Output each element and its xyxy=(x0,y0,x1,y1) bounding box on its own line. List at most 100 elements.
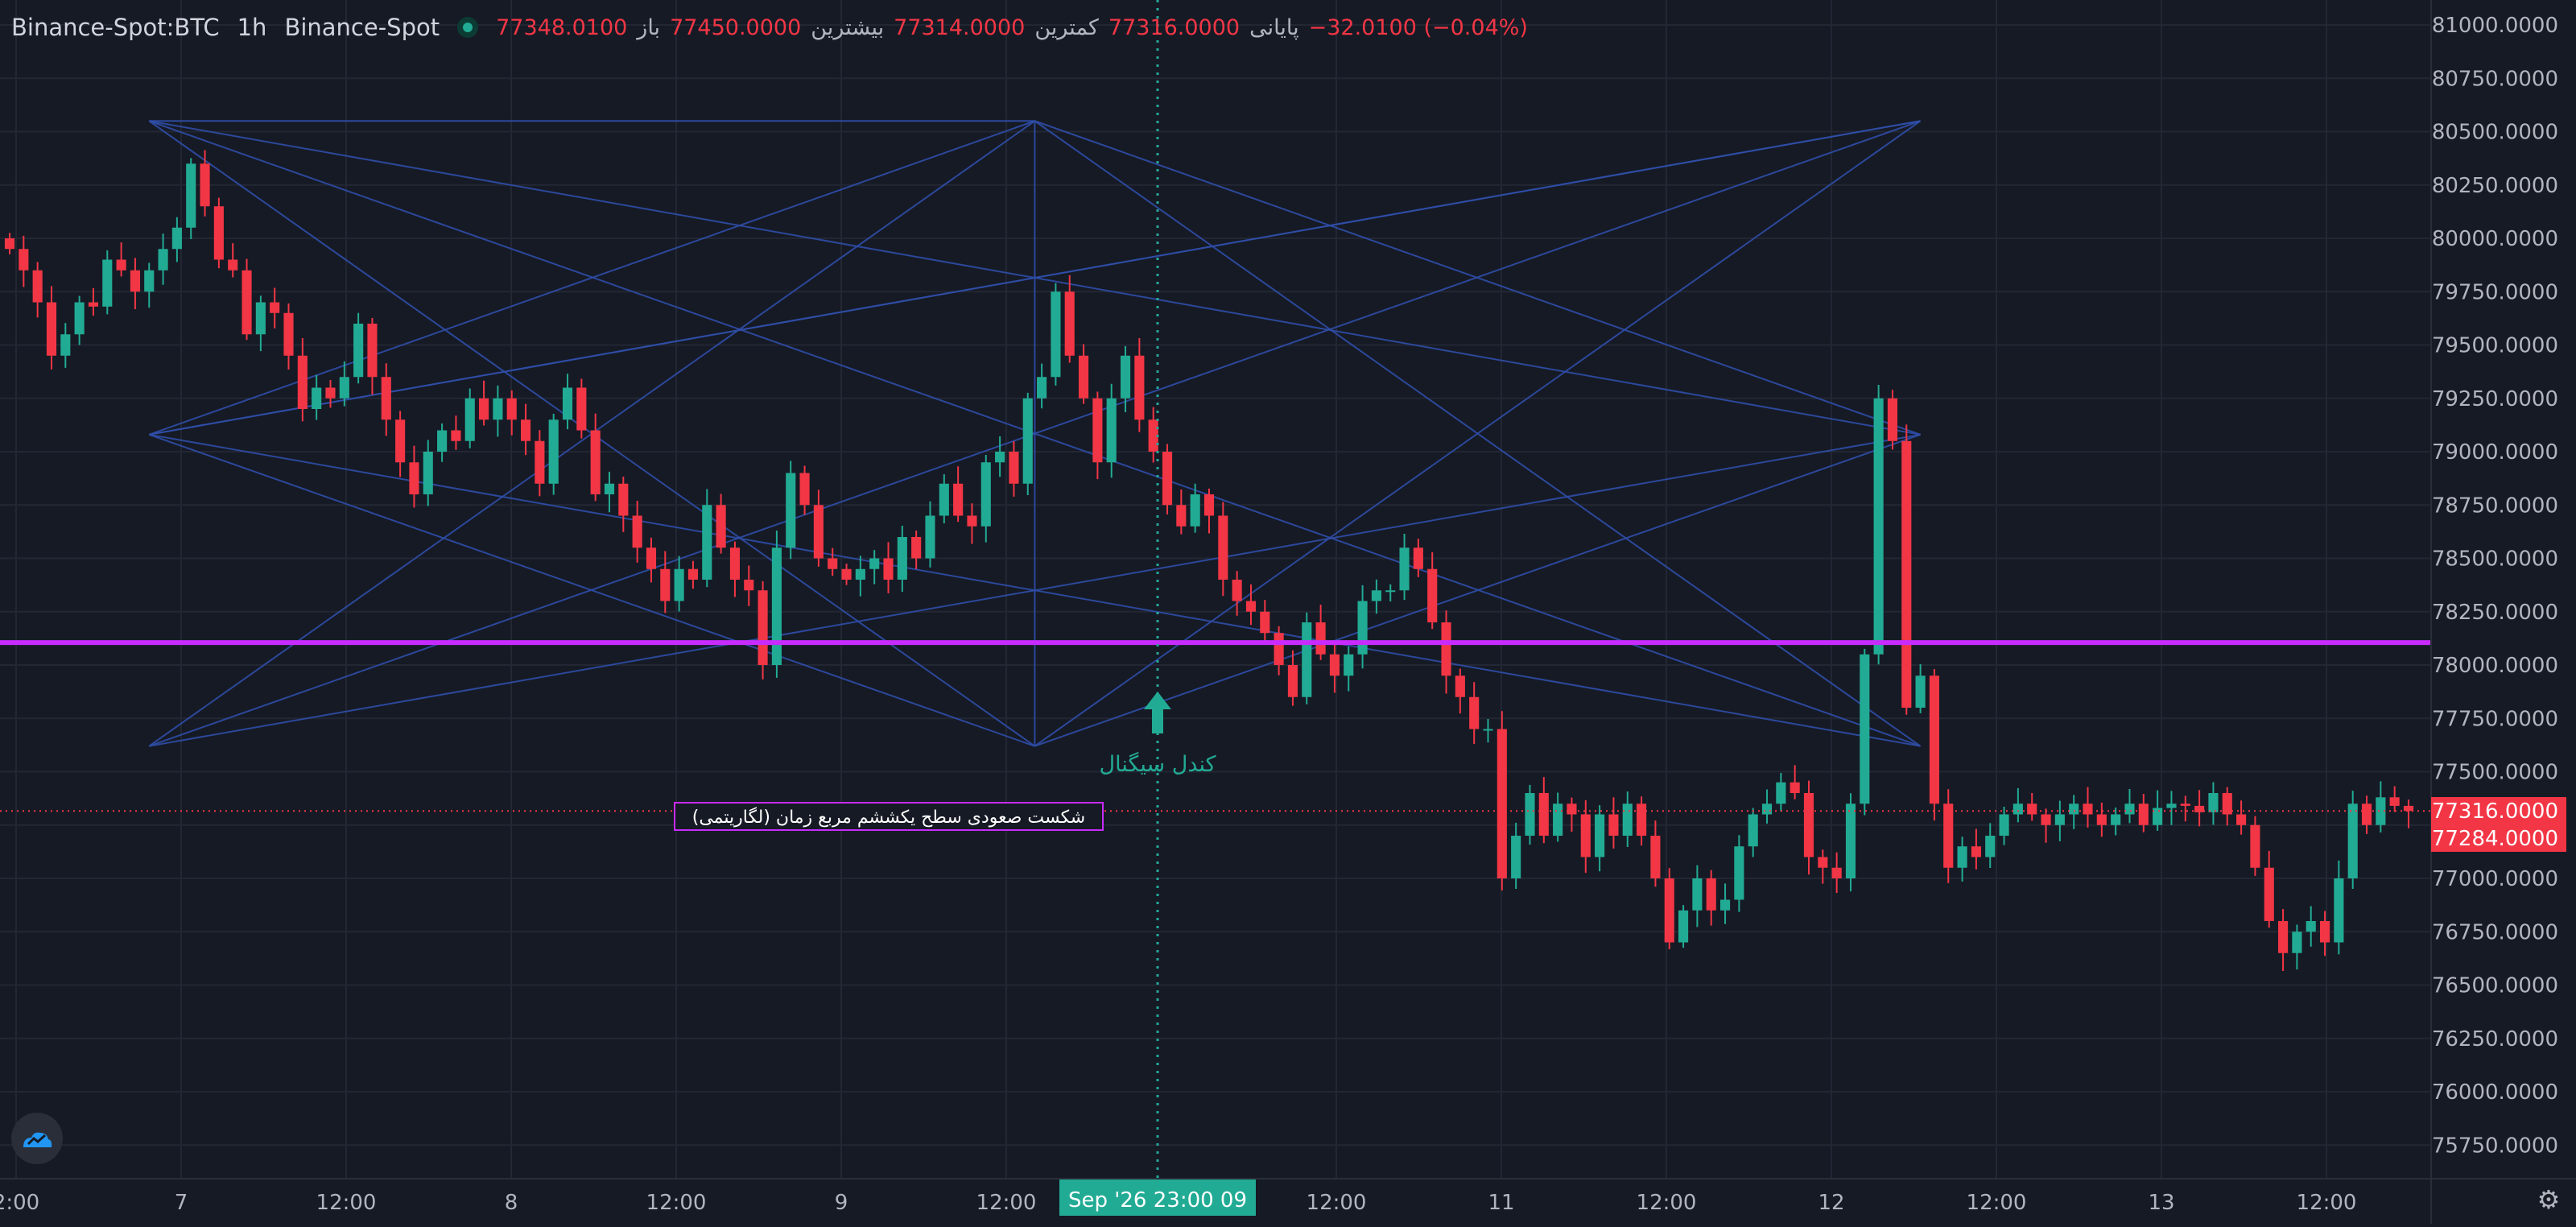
candle-body xyxy=(1860,654,1870,804)
candle-body xyxy=(576,387,587,431)
candle xyxy=(493,385,503,437)
candle xyxy=(2389,786,2400,812)
high-label: بیشترین xyxy=(811,14,885,40)
candle-body xyxy=(1441,622,1451,676)
candle xyxy=(1845,793,1856,892)
candle xyxy=(116,242,126,277)
candle-body xyxy=(200,163,210,207)
candle xyxy=(283,303,294,370)
candle-body xyxy=(1664,878,1674,943)
candle-body xyxy=(1818,857,1828,868)
candle-body xyxy=(1650,836,1661,878)
candle xyxy=(2347,791,2358,889)
open-label: باز xyxy=(637,14,661,40)
gear-icon[interactable]: ⚙ xyxy=(2537,1184,2561,1215)
candle xyxy=(632,500,642,563)
pattern-line xyxy=(1034,433,1921,747)
candle xyxy=(729,541,740,597)
candle-body xyxy=(687,568,699,580)
price-tick-label: 75750.0000 xyxy=(2432,1134,2558,1158)
candle-body xyxy=(1971,846,1981,857)
candle-body xyxy=(2292,932,2302,953)
candle xyxy=(1622,791,1633,848)
candle-body xyxy=(409,462,419,494)
candle-body xyxy=(646,547,657,569)
candle xyxy=(1790,765,1800,799)
candle xyxy=(660,551,671,614)
interval-label[interactable]: 1h xyxy=(237,14,267,41)
candle xyxy=(297,338,308,422)
candle-body xyxy=(1915,675,1926,708)
candle xyxy=(1873,385,1884,665)
candle xyxy=(4,233,15,254)
candle-body xyxy=(1496,729,1507,878)
brand-logo-icon[interactable] xyxy=(11,1113,63,1164)
candle xyxy=(2292,924,2302,970)
candle xyxy=(2278,909,2289,972)
price-tick-label: 79750.0000 xyxy=(2432,280,2558,304)
price-tick-label: 80500.0000 xyxy=(2432,121,2558,145)
candle xyxy=(1427,552,1438,630)
candle xyxy=(1245,584,1257,626)
candle-body xyxy=(1567,804,1577,815)
candle-body xyxy=(1274,633,1284,665)
candle xyxy=(2054,800,2065,841)
candle-body xyxy=(2306,921,2316,932)
candle xyxy=(1357,585,1368,669)
candle-body xyxy=(2347,804,2358,878)
candle xyxy=(2083,787,2093,828)
candle-body xyxy=(2208,793,2219,812)
candle-body xyxy=(2041,814,2051,825)
candle xyxy=(771,531,782,678)
time-tick-label: 9 xyxy=(835,1191,848,1215)
live-status-icon xyxy=(457,17,479,38)
price-tick-label: 78500.0000 xyxy=(2432,547,2558,572)
candle xyxy=(1469,682,1480,745)
candle xyxy=(939,474,949,524)
candle xyxy=(1860,648,1870,816)
candle xyxy=(2319,911,2330,956)
candle-body xyxy=(74,302,85,335)
candle-body xyxy=(841,568,852,580)
candle-body xyxy=(2054,814,2065,825)
time-tick-label: 12:00 xyxy=(2297,1191,2357,1215)
candle xyxy=(1106,383,1117,478)
price-tick-label: 78250.0000 xyxy=(2432,601,2558,625)
candle-body xyxy=(1734,846,1744,900)
candle xyxy=(687,560,699,589)
candle xyxy=(1274,626,1284,675)
candle xyxy=(980,454,991,543)
symbol-name[interactable]: Binance-Spot:BTC xyxy=(11,14,220,41)
candle-body xyxy=(1469,696,1480,729)
candle xyxy=(1943,789,1954,883)
candle xyxy=(590,413,601,502)
candle xyxy=(325,379,336,408)
candle xyxy=(1022,392,1033,496)
candle-body xyxy=(1538,793,1549,836)
candle-body xyxy=(1371,590,1381,601)
candle-body xyxy=(1580,814,1591,857)
candle-body xyxy=(1803,793,1814,857)
candle xyxy=(1232,571,1242,616)
candle xyxy=(897,525,907,593)
candle xyxy=(883,542,894,593)
candle-body xyxy=(604,483,615,494)
candle-body xyxy=(995,452,1005,463)
candle xyxy=(46,286,57,370)
candle xyxy=(702,489,712,588)
candle xyxy=(2194,790,2205,827)
candle-body xyxy=(1595,814,1605,857)
candle xyxy=(2096,802,2107,837)
candle xyxy=(2208,782,2219,825)
candle xyxy=(520,403,531,456)
candle-body xyxy=(2166,804,2177,808)
open-value: 77348.0100 xyxy=(496,14,628,40)
candle-body xyxy=(1511,836,1521,878)
candle-body xyxy=(980,462,991,527)
candle xyxy=(869,550,880,585)
candle-body xyxy=(2236,814,2247,825)
candle xyxy=(813,490,824,567)
price-badge xyxy=(2431,797,2566,824)
